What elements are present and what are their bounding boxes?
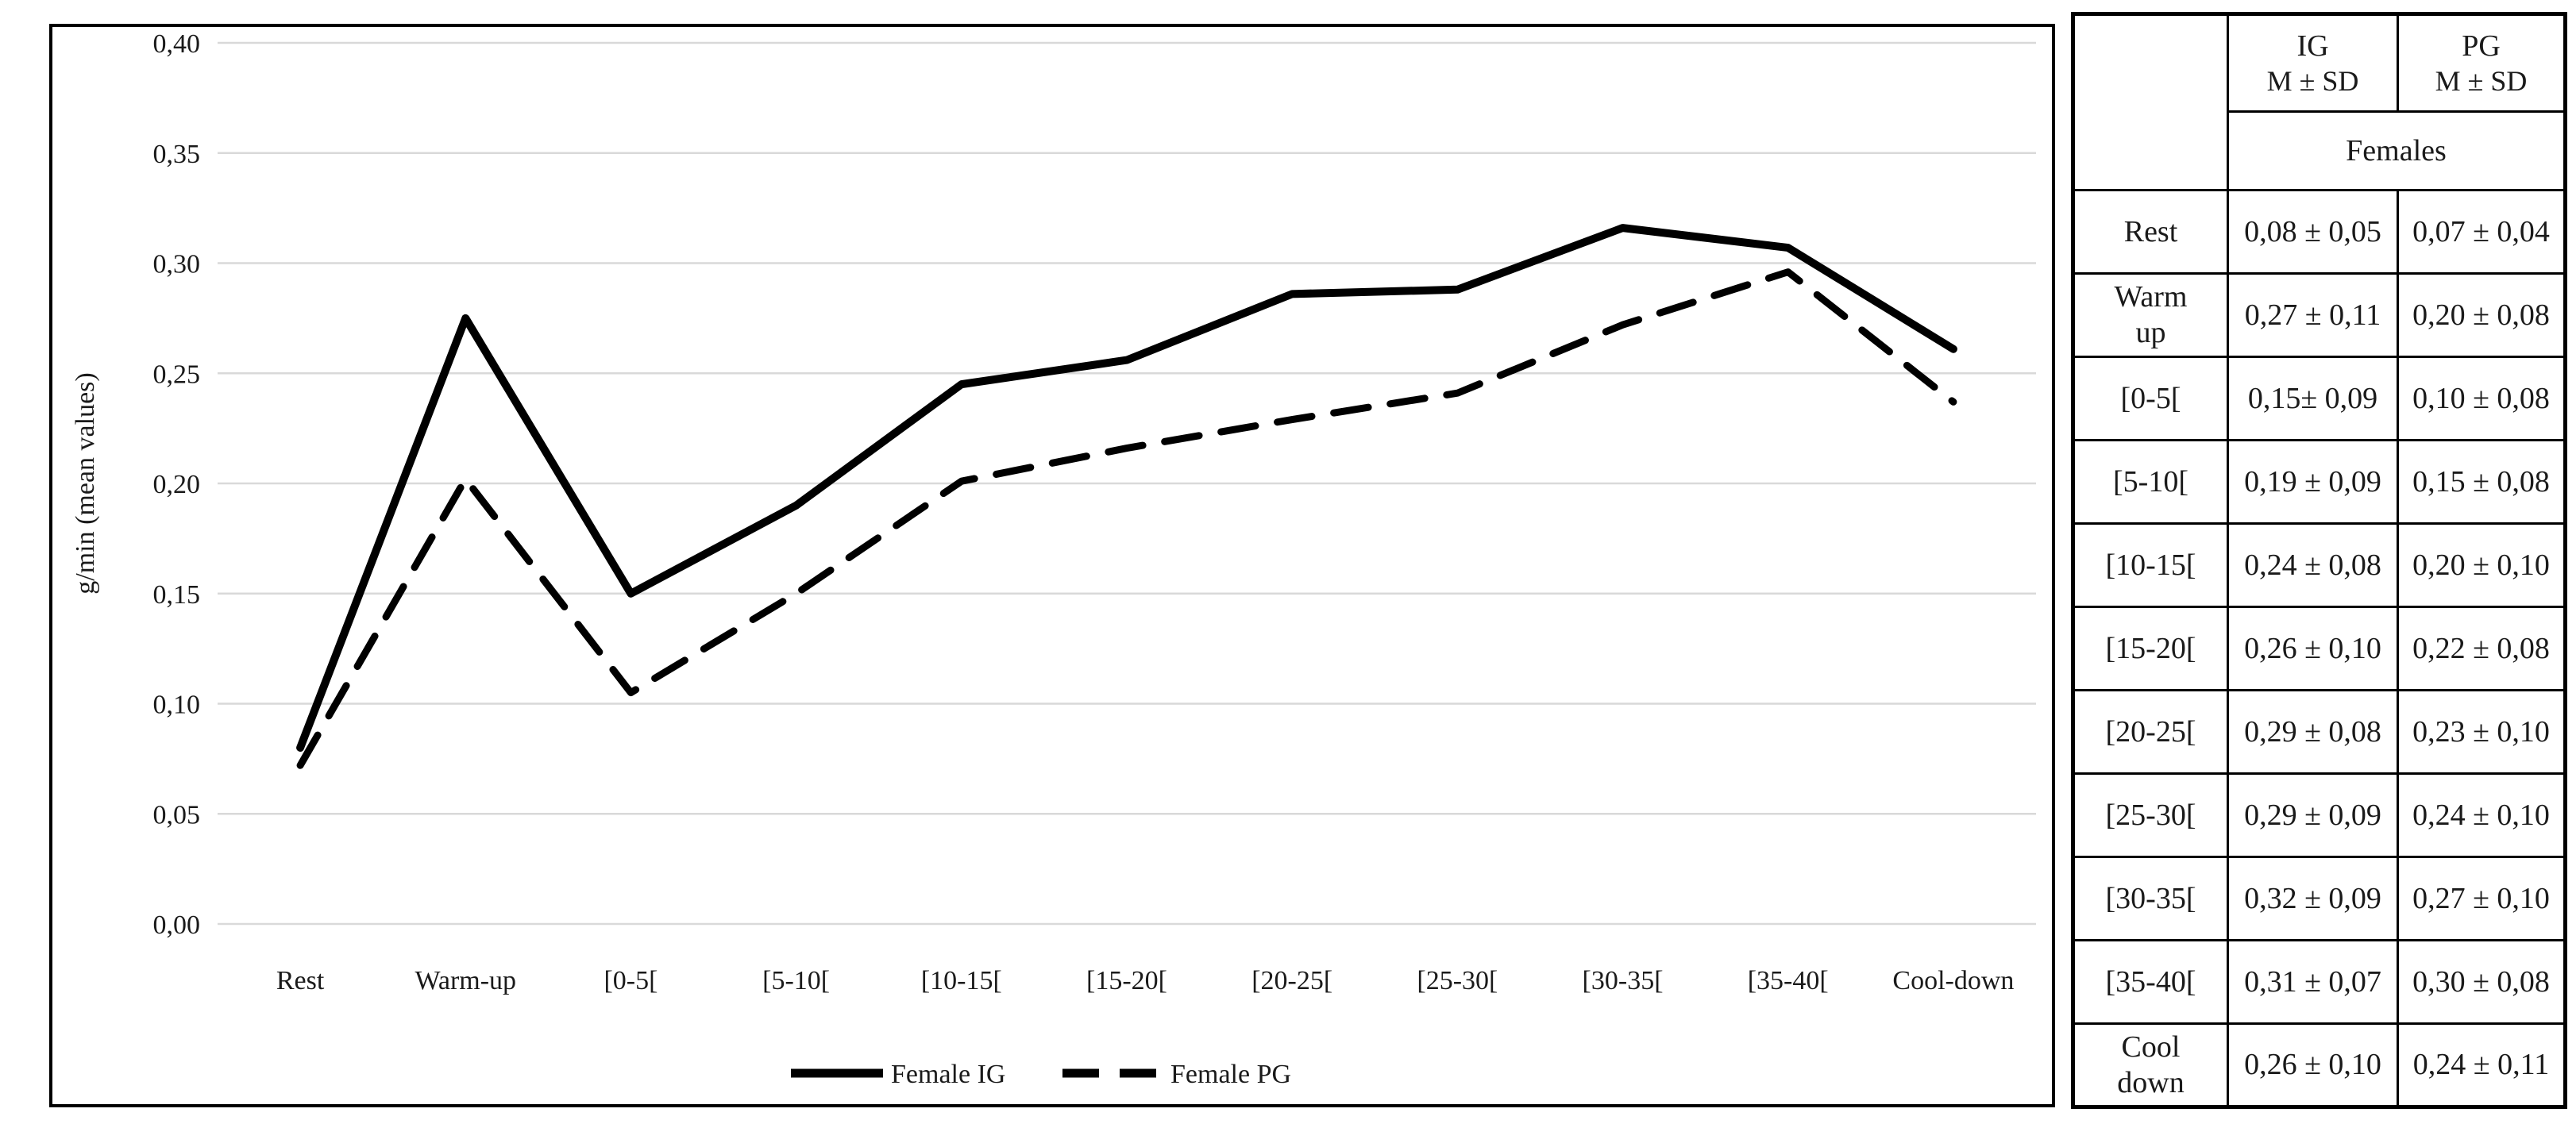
ig-value: 0,27 ± 0,11	[2227, 272, 2399, 358]
pg-value: 0,23 ± 0,10	[2397, 689, 2566, 775]
x-tick-label: [20-25[	[1251, 966, 1332, 995]
table-row: Rest 0,08 ± 0,05 0,07 ± 0,04	[2072, 189, 2566, 275]
ig-value: 0,15± 0,09	[2227, 356, 2399, 441]
col-header-ig-title: IG	[2296, 29, 2329, 63]
y-tick-label: 0,00	[153, 910, 201, 940]
x-tick-label: [30-35[	[1583, 966, 1664, 995]
y-tick-label: 0,05	[153, 800, 201, 830]
group-header: Females	[2227, 110, 2566, 191]
col-header-ig-sub: M ± SD	[2266, 64, 2359, 97]
ig-value: 0,31 ± 0,07	[2227, 939, 2399, 1025]
x-tick-label: [10-15[	[921, 966, 1002, 995]
table-row: Warm up 0,27 ± 0,11 0,20 ± 0,08	[2072, 272, 2566, 358]
pg-value: 0,07 ± 0,04	[2397, 189, 2566, 275]
legend-label-female-ig: Female IG	[891, 1060, 1005, 1089]
ig-value: 0,29 ± 0,08	[2227, 689, 2399, 775]
corner-cell	[2072, 13, 2229, 191]
row-label: [10-15[	[2072, 522, 2229, 608]
pg-value: 0,24 ± 0,11	[2397, 1022, 2566, 1108]
row-label: Cool down	[2072, 1022, 2229, 1108]
ig-value: 0,32 ± 0,09	[2227, 856, 2399, 941]
table-header-row: IG M ± SD PG M ± SD	[2072, 13, 2566, 191]
chart-panel: 0,40 0,35 0,30 0,25 0,20 0,15 0,10 0,05 0,00 g/mi…	[49, 24, 2055, 1107]
row-label: [20-25[	[2072, 689, 2229, 775]
x-tick-label: [0-5[	[604, 966, 657, 995]
row-label: Rest	[2072, 189, 2229, 275]
row-label: Warm up	[2072, 272, 2229, 358]
series-line-female-ig	[296, 224, 1957, 752]
ig-value: 0,24 ± 0,08	[2227, 522, 2399, 608]
table-group-row: Females	[2073, 110, 2566, 191]
y-tick-label: 0,40	[153, 29, 201, 59]
ig-value: 0,26 ± 0,10	[2227, 606, 2399, 691]
row-label: [5-10[	[2072, 439, 2229, 525]
x-tick-label: Warm-up	[415, 966, 516, 995]
ig-value: 0,26 ± 0,10	[2227, 1022, 2399, 1108]
y-axis-title: g/min (mean values)	[71, 372, 100, 594]
ig-value: 0,08 ± 0,05	[2227, 189, 2399, 275]
x-tick-label: [35-40[	[1748, 966, 1829, 995]
x-tick-label: [15-20[	[1086, 966, 1167, 995]
ig-value: 0,29 ± 0,09	[2227, 772, 2399, 858]
x-tick-label: [5-10[	[762, 966, 830, 995]
legend-label-female-pg: Female PG	[1170, 1060, 1291, 1089]
pg-value: 0,10 ± 0,08	[2397, 356, 2566, 441]
row-label: [0-5[	[2072, 356, 2229, 441]
pg-value: 0,27 ± 0,10	[2397, 856, 2566, 941]
col-header-pg-title: PG	[2462, 29, 2501, 63]
pg-value: 0,30 ± 0,08	[2397, 939, 2566, 1025]
series-line-female-pg	[296, 268, 1957, 769]
col-header-ig: IG M ± SD	[2227, 13, 2399, 113]
y-tick-label: 0,30	[153, 250, 201, 279]
row-label: [30-35[	[2072, 856, 2229, 941]
pg-value: 0,20 ± 0,08	[2397, 272, 2566, 358]
y-tick-label: 0,10	[153, 691, 201, 720]
summary-table: IG M ± SD PG M ± SD Females Rest 0,08 ± 0,0…	[2071, 12, 2567, 1109]
y-tick-label: 0,25	[153, 360, 201, 389]
col-header-pg-sub: M ± SD	[2435, 64, 2528, 97]
table-row: [10-15[0,24 ± 0,08 0,20 ± 0,10	[2072, 522, 2566, 608]
ig-value: 0,19 ± 0,09	[2227, 439, 2399, 525]
row-label: [15-20[	[2072, 606, 2229, 691]
y-tick-label: 0,15	[153, 580, 201, 610]
x-tick-label: Rest	[276, 966, 325, 995]
table-row: [5-10[0,19 ± 0,09 0,15 ± 0,08	[2072, 439, 2566, 525]
table-row: Cool down 0,26 ± 0,10 0,24 ± 0,11	[2072, 1022, 2566, 1108]
table-row: [25-30[0,29 ± 0,09 0,24 ± 0,10	[2072, 772, 2566, 858]
row-label: [25-30[	[2072, 772, 2229, 858]
line-chart: 0,40 0,35 0,30 0,25 0,20 0,15 0,10 0,05 0,00 g/mi…	[71, 29, 2036, 1089]
y-tick-label: 0,35	[153, 140, 201, 169]
table-row: [35-40[0,31 ± 0,07 0,30 ± 0,08	[2072, 939, 2566, 1025]
pg-value: 0,22 ± 0,08	[2397, 606, 2566, 691]
pg-value: 0,15 ± 0,08	[2397, 439, 2566, 525]
x-tick-label: [25-30[	[1417, 966, 1498, 995]
table-row: [20-25[0,29 ± 0,08 0,23 ± 0,10	[2072, 689, 2566, 775]
table-row: [0-5[0,15± 0,09 0,10 ± 0,08	[2072, 356, 2566, 441]
pg-value: 0,24 ± 0,10	[2397, 772, 2566, 858]
row-label: [35-40[	[2072, 939, 2229, 1025]
table-row: [15-20[0,26 ± 0,10 0,22 ± 0,08	[2072, 606, 2566, 691]
pg-value: 0,20 ± 0,10	[2397, 522, 2566, 608]
col-header-pg: PG M ± SD	[2397, 13, 2566, 113]
table-row: [30-35[0,32 ± 0,09 0,27 ± 0,10	[2072, 856, 2566, 941]
y-tick-label: 0,20	[153, 470, 201, 499]
legend: Female IG Female PG	[791, 1060, 1291, 1089]
x-tick-label: Cool-down	[1892, 966, 2014, 995]
